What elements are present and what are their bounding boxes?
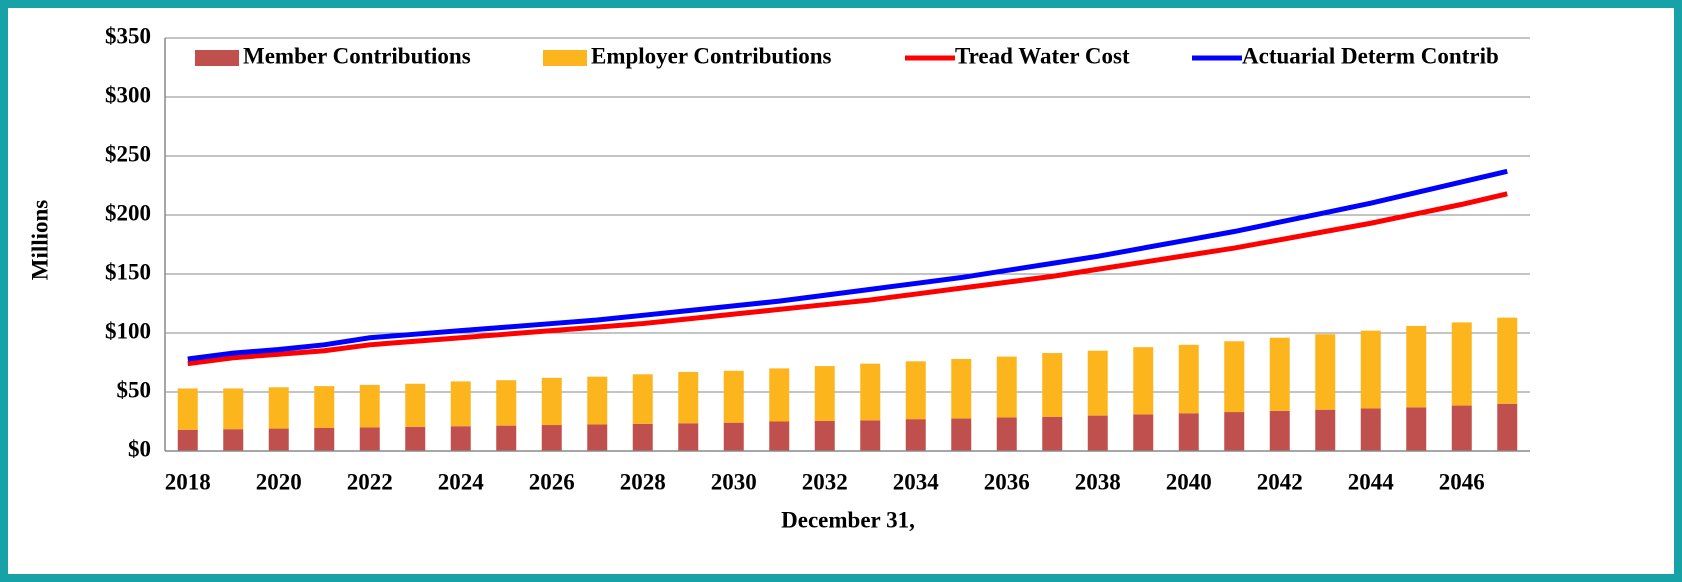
bar-segment [678, 371, 699, 424]
x-tick-label: 2036 [984, 469, 1030, 494]
x-tick-label: 2030 [711, 469, 757, 494]
bar-segment [268, 428, 289, 451]
bar-segment [1178, 344, 1199, 414]
bar-segment [1224, 412, 1245, 451]
bar-segment [268, 387, 289, 429]
bar-segment [405, 426, 426, 451]
bar-segment [450, 426, 471, 451]
bar-segment [450, 381, 471, 427]
bar-segment [905, 361, 926, 420]
bar-segment [860, 363, 881, 421]
bar-segment [405, 383, 426, 427]
bar-segment [632, 374, 653, 424]
bar-segment [723, 422, 744, 451]
x-tick-label: 2042 [1257, 469, 1303, 494]
bar-segment [1269, 410, 1290, 451]
x-tick-label: 2032 [802, 469, 848, 494]
x-tick-label: 2044 [1348, 469, 1395, 494]
bar-segment [1042, 353, 1063, 417]
bar-segment [1133, 414, 1154, 451]
bar-segment [1133, 347, 1154, 415]
bar-segment [496, 425, 517, 451]
bar-segment [1497, 317, 1518, 404]
legend-swatch [543, 50, 587, 66]
legend-swatch [195, 50, 239, 66]
bar-segment [1269, 337, 1290, 411]
bar-segment [496, 380, 517, 426]
bar-segment [951, 418, 972, 451]
y-axis-label: Millions [27, 200, 52, 281]
x-tick-label: 2040 [1166, 469, 1212, 494]
bar-segment [996, 417, 1017, 451]
x-tick-label: 2034 [893, 469, 940, 494]
bar-segment [1178, 413, 1199, 451]
x-tick-label: 2028 [620, 469, 666, 494]
x-tick-label: 2026 [529, 469, 575, 494]
bar-segment [678, 423, 699, 451]
bar-segment [223, 388, 244, 430]
bar-segment [769, 368, 790, 422]
x-tick-label: 2020 [256, 469, 302, 494]
y-tick-label: $0 [128, 436, 151, 461]
bar-segment [905, 419, 926, 451]
bar-segment [1497, 403, 1518, 451]
bar-segment [1451, 322, 1472, 406]
bar-segment [769, 421, 790, 451]
bar-segment [723, 370, 744, 423]
y-tick-label: $100 [105, 318, 151, 343]
bar-segment [314, 427, 335, 451]
bar-segment [177, 388, 198, 430]
bar-segment [1406, 325, 1427, 408]
y-tick-label: $250 [105, 141, 151, 166]
x-tick-label: 2038 [1075, 469, 1121, 494]
bar-segment [587, 424, 608, 451]
x-tick-label: 2046 [1439, 469, 1485, 494]
bar-segment [951, 358, 972, 419]
bar-segment [359, 427, 380, 451]
bar-segment [1315, 334, 1336, 410]
y-tick-label: $50 [117, 377, 152, 402]
legend-label: Actuarial Determ Contrib [1242, 43, 1499, 68]
bar-segment [359, 384, 380, 428]
x-tick-label: 2024 [438, 469, 485, 494]
bar-segment [1451, 405, 1472, 451]
x-tick-label: 2022 [347, 469, 393, 494]
bar-segment [541, 377, 562, 426]
x-tick-label: 2018 [165, 469, 211, 494]
y-tick-label: $150 [105, 259, 151, 284]
bar-segment [223, 429, 244, 451]
bar-segment [1360, 330, 1381, 409]
bar-segment [1406, 407, 1427, 451]
bar-segment [587, 376, 608, 425]
line [187, 168, 1508, 362]
bar-segment [996, 356, 1017, 418]
y-tick-label: $350 [105, 23, 151, 48]
line [187, 191, 1508, 367]
legend-label: Tread Water Cost [955, 43, 1130, 68]
y-tick-label: $300 [105, 82, 151, 107]
bar-segment [1042, 416, 1063, 451]
bar-segment [314, 386, 335, 428]
bar-segment [1315, 409, 1336, 451]
bar-segment [177, 429, 198, 451]
legend-label: Employer Contributions [591, 43, 832, 68]
bar-segment [632, 423, 653, 451]
bar-segment [1360, 408, 1381, 451]
y-tick-label: $200 [105, 200, 151, 225]
bar-segment [541, 425, 562, 451]
bar-segment [814, 420, 835, 451]
bar-segment [1087, 415, 1108, 451]
bar-segment [814, 366, 835, 421]
bar-segment [1224, 341, 1245, 413]
legend-label: Member Contributions [243, 43, 471, 68]
x-axis-label: December 31, [781, 507, 915, 532]
bar-segment [860, 420, 881, 451]
bar-segment [1087, 350, 1108, 416]
